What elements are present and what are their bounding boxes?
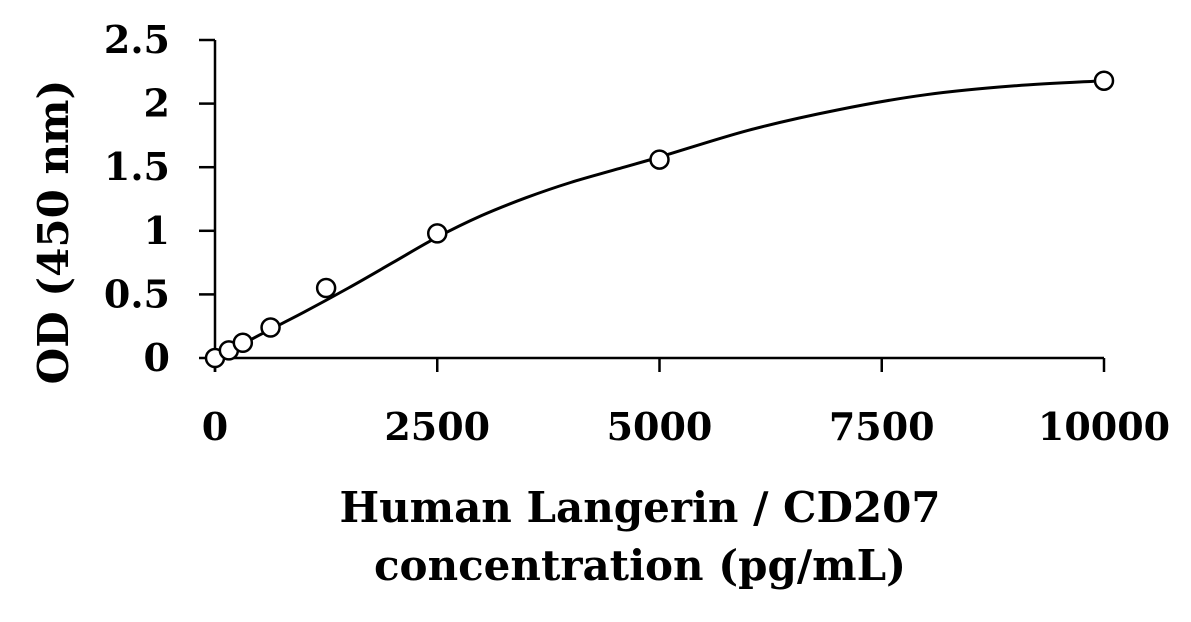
y-ticks: 0 0.5 1 1.5 2 2.5	[104, 17, 215, 380]
x-axis-title-line-1: Human Langerin / CD207	[339, 483, 940, 532]
y-tick-label: 0	[144, 335, 170, 380]
y-axis-title: OD (450 nm)	[29, 80, 78, 385]
x-tick-label: 10000	[1038, 404, 1170, 449]
data-point	[427, 223, 448, 244]
x-tick-label: 2500	[384, 404, 490, 449]
y-tick-label: 1	[144, 208, 170, 253]
fit-curve	[214, 79, 1105, 360]
data-point	[232, 332, 254, 353]
x-tick-label: 0	[202, 404, 228, 449]
x-tick-label: 5000	[607, 404, 713, 449]
data-point	[649, 149, 670, 170]
data-points	[204, 70, 1115, 369]
y-tick-label: 0.5	[104, 271, 170, 316]
y-tick-label: 2	[144, 81, 170, 126]
y-tick-label: 1.5	[104, 144, 170, 189]
x-tick-label: 7500	[829, 404, 935, 449]
y-tick-label: 2.5	[104, 17, 170, 62]
data-point	[315, 277, 337, 299]
x-ticks: 0 2500 5000 7500 10000	[202, 358, 1170, 449]
data-point	[260, 317, 281, 338]
x-axis-title-line-2: concentration (pg/mL)	[374, 541, 906, 590]
data-point	[1093, 70, 1115, 91]
